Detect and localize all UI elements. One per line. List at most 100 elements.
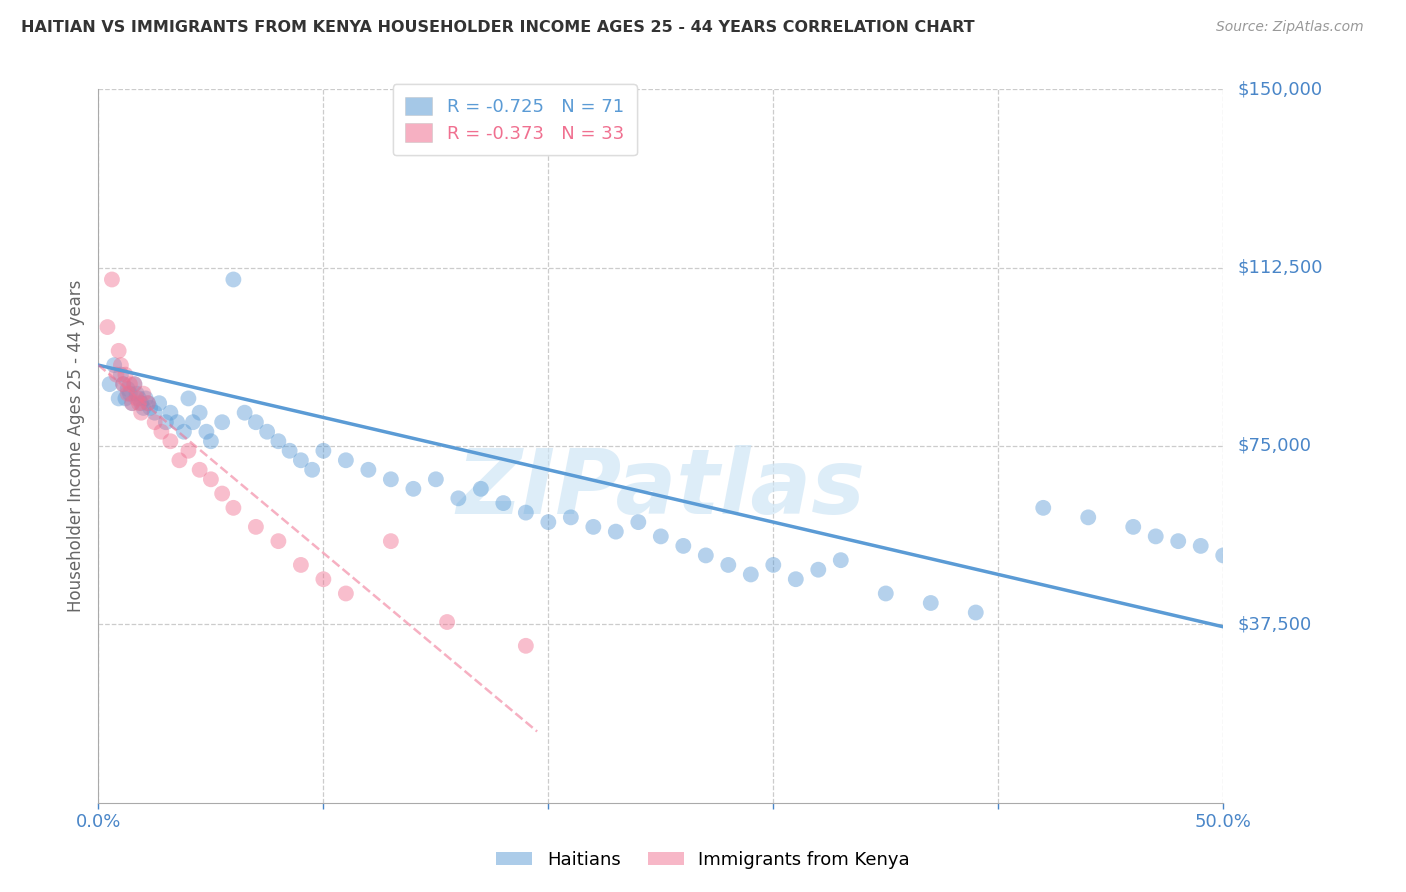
Point — [762, 558, 785, 572]
Point — [335, 453, 357, 467]
Point — [470, 482, 492, 496]
Point — [159, 434, 181, 449]
Point — [233, 406, 256, 420]
Point — [717, 558, 740, 572]
Point — [135, 392, 157, 406]
Point — [875, 586, 897, 600]
Point — [132, 401, 155, 415]
Text: $112,500: $112,500 — [1237, 259, 1323, 277]
Legend: Haitians, Immigrants from Kenya: Haitians, Immigrants from Kenya — [489, 844, 917, 876]
Point — [1189, 539, 1212, 553]
Point — [278, 443, 301, 458]
Point — [177, 443, 200, 458]
Point — [121, 396, 143, 410]
Point — [107, 392, 129, 406]
Point — [650, 529, 672, 543]
Point — [103, 358, 125, 372]
Point — [188, 463, 211, 477]
Point — [195, 425, 218, 439]
Point — [335, 586, 357, 600]
Point — [121, 396, 143, 410]
Point — [1167, 534, 1189, 549]
Point — [211, 486, 233, 500]
Point — [740, 567, 762, 582]
Point — [112, 377, 135, 392]
Text: $37,500: $37,500 — [1237, 615, 1312, 633]
Point — [114, 368, 136, 382]
Point — [380, 472, 402, 486]
Text: HAITIAN VS IMMIGRANTS FROM KENYA HOUSEHOLDER INCOME AGES 25 - 44 YEARS CORRELATI: HAITIAN VS IMMIGRANTS FROM KENYA HOUSEHO… — [21, 20, 974, 35]
Text: Source: ZipAtlas.com: Source: ZipAtlas.com — [1216, 20, 1364, 34]
Point — [166, 415, 188, 429]
Point — [965, 606, 987, 620]
Point — [1144, 529, 1167, 543]
Point — [181, 415, 204, 429]
Point — [200, 472, 222, 486]
Point — [105, 368, 128, 382]
Point — [143, 406, 166, 420]
Point — [582, 520, 605, 534]
Point — [515, 639, 537, 653]
Point — [96, 320, 118, 334]
Point — [114, 392, 136, 406]
Point — [256, 425, 278, 439]
Point — [136, 396, 159, 410]
Point — [150, 425, 173, 439]
Point — [98, 377, 121, 392]
Point — [1212, 549, 1234, 563]
Point — [188, 406, 211, 420]
Text: ZIPatlas: ZIPatlas — [457, 445, 865, 533]
Point — [148, 396, 170, 410]
Point — [117, 382, 139, 396]
Point — [1122, 520, 1144, 534]
Point — [290, 453, 312, 467]
Point — [560, 510, 582, 524]
Point — [267, 534, 290, 549]
Point — [312, 572, 335, 586]
Legend: R = -0.725   N = 71, R = -0.373   N = 33: R = -0.725 N = 71, R = -0.373 N = 33 — [392, 84, 637, 155]
Point — [357, 463, 380, 477]
Point — [785, 572, 807, 586]
Point — [672, 539, 695, 553]
Point — [380, 534, 402, 549]
Point — [110, 358, 132, 372]
Point — [143, 415, 166, 429]
Text: $150,000: $150,000 — [1237, 80, 1322, 98]
Point — [312, 443, 335, 458]
Point — [129, 396, 152, 410]
Point — [425, 472, 447, 486]
Point — [807, 563, 830, 577]
Point — [124, 377, 146, 392]
Point — [125, 392, 148, 406]
Text: $75,000: $75,000 — [1237, 437, 1312, 455]
Point — [112, 377, 135, 392]
Point — [132, 386, 155, 401]
Point — [118, 386, 141, 401]
Point — [173, 425, 195, 439]
Point — [447, 491, 470, 506]
Point — [290, 558, 312, 572]
Point — [245, 415, 267, 429]
Point — [695, 549, 717, 563]
Point — [436, 615, 458, 629]
Point — [222, 272, 245, 286]
Point — [245, 520, 267, 534]
Point — [118, 377, 141, 392]
Y-axis label: Householder Income Ages 25 - 44 years: Householder Income Ages 25 - 44 years — [66, 280, 84, 612]
Point — [301, 463, 323, 477]
Point — [920, 596, 942, 610]
Point — [211, 415, 233, 429]
Point — [139, 401, 162, 415]
Point — [159, 406, 181, 420]
Point — [129, 406, 152, 420]
Point — [101, 272, 124, 286]
Point — [107, 343, 129, 358]
Point — [515, 506, 537, 520]
Point — [124, 377, 146, 392]
Point — [110, 368, 132, 382]
Point — [128, 392, 150, 406]
Point — [177, 392, 200, 406]
Point — [627, 515, 650, 529]
Point — [1077, 510, 1099, 524]
Point — [830, 553, 852, 567]
